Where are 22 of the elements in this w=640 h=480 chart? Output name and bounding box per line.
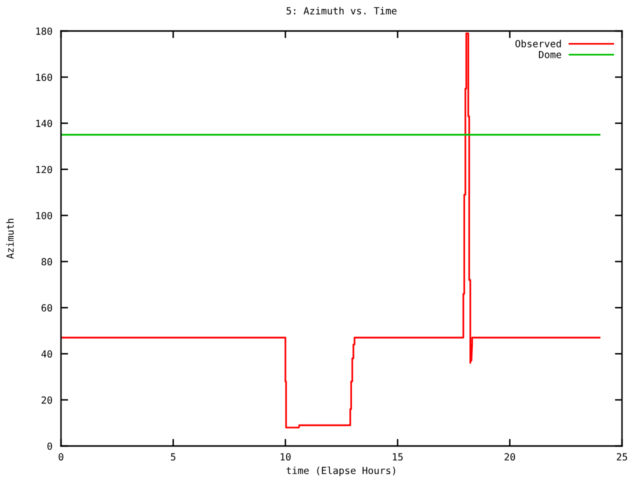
x-tick-label: 15 — [392, 453, 403, 461]
y-tick-label: 40 — [41, 350, 52, 358]
x-tick-label: 0 — [58, 453, 64, 461]
legend-label: Dome — [538, 51, 562, 58]
x-axis-title: time (Elapse Hours) — [286, 466, 396, 476]
y-tick-label: 60 — [42, 304, 52, 312]
line-series — [61, 32, 600, 428]
x-tick-label: 5 — [170, 453, 176, 461]
y-tick-label: 180 — [36, 28, 52, 35]
y-tick-label: 140 — [36, 120, 52, 128]
y-tick-label: 0 — [47, 442, 52, 450]
y-tick-label: 160 — [36, 74, 52, 81]
x-tick-label: 20 — [504, 453, 516, 461]
x-tick-label: 25 — [616, 453, 628, 461]
x-tick-label: 10 — [280, 453, 291, 461]
y-axis-title: Azimuth — [6, 218, 14, 259]
y-tick-label: 120 — [36, 166, 52, 174]
chart-title: 5: Azimuth vs. Time — [286, 6, 397, 14]
y-tick-label: 80 — [42, 258, 52, 266]
legend-label: Observed — [515, 40, 561, 48]
y-tick-label: 100 — [36, 212, 52, 220]
y-tick-label: 20 — [42, 396, 52, 404]
